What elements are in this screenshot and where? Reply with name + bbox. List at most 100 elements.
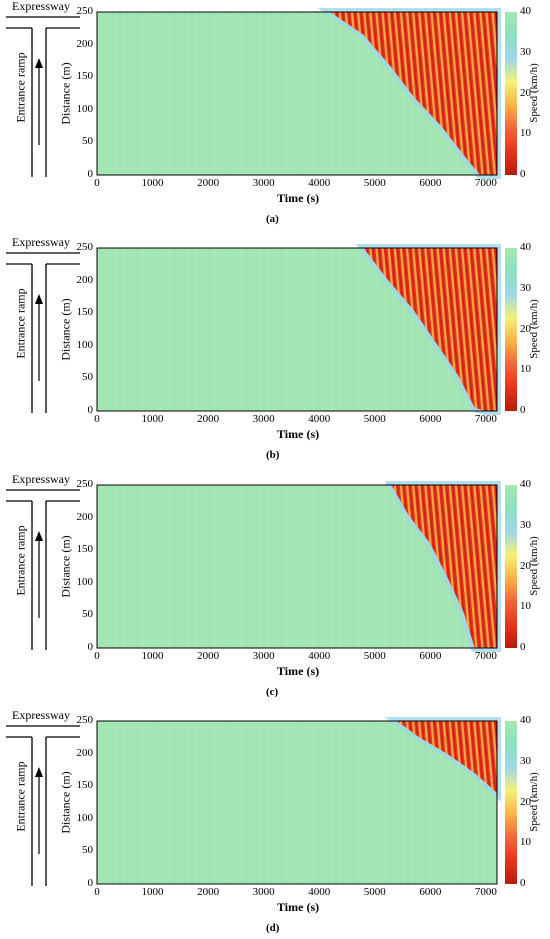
colorbar-tick-label: 10: [520, 836, 531, 849]
texture-stripe: [133, 248, 134, 411]
x-tick-label: 5000: [363, 413, 386, 425]
texture-stripe: [262, 485, 263, 648]
texture-stripe: [256, 485, 257, 648]
texture-stripe: [229, 248, 230, 411]
texture-stripe: [394, 485, 395, 648]
texture-stripe: [436, 721, 437, 884]
texture-stripe: [331, 721, 332, 884]
texture-stripe: [163, 485, 164, 648]
texture-stripe: [322, 12, 323, 175]
texture-stripe: [481, 721, 482, 884]
texture-stripe: [274, 12, 275, 175]
texture-stripe: [103, 721, 104, 884]
texture-stripe: [118, 248, 119, 411]
texture-stripe: [415, 248, 416, 411]
texture-stripe: [328, 721, 329, 884]
texture-stripe: [130, 485, 131, 648]
texture-stripe: [217, 12, 218, 175]
texture-stripe: [151, 248, 152, 411]
texture-stripe: [127, 721, 128, 884]
y-tick-label: 0: [87, 404, 94, 416]
texture-stripe: [253, 12, 254, 175]
y-axis-label: Distance (m): [58, 62, 73, 125]
texture-stripe: [187, 721, 188, 884]
texture-stripe: [223, 12, 224, 175]
texture-stripe: [406, 721, 407, 884]
texture-stripe: [316, 485, 317, 648]
texture-stripe: [136, 12, 137, 175]
texture-stripe: [364, 721, 365, 884]
texture-stripe: [352, 12, 353, 175]
plot-frame: [96, 247, 498, 412]
stop-go-wave: [460, 721, 478, 793]
texture-stripe: [301, 248, 302, 411]
texture-stripe: [154, 12, 155, 175]
texture-stripe: [478, 721, 479, 884]
x-tick-label: 5000: [363, 650, 386, 662]
texture-stripe: [145, 248, 146, 411]
texture-stripe: [157, 248, 158, 411]
colorbar-tick-label: 10: [520, 363, 531, 376]
texture-stripe: [160, 485, 161, 648]
x-tick-label: 0: [94, 177, 100, 189]
texture-stripe: [463, 721, 464, 884]
texture-stripe: [280, 248, 281, 411]
texture-stripe: [337, 12, 338, 175]
texture-stripe: [121, 485, 122, 648]
texture-stripe: [172, 721, 173, 884]
texture-stripe: [139, 12, 140, 175]
texture-stripe: [112, 248, 113, 411]
texture-stripe: [283, 248, 284, 411]
texture-stripe: [166, 12, 167, 175]
texture-stripe: [352, 248, 353, 411]
texture-stripe: [112, 721, 113, 884]
texture-stripe: [475, 721, 476, 884]
texture-stripe: [160, 721, 161, 884]
texture-stripe: [415, 721, 416, 884]
texture-stripe: [214, 248, 215, 411]
texture-stripe: [304, 721, 305, 884]
texture-stripe: [373, 721, 374, 884]
texture-stripe: [157, 485, 158, 648]
y-tick-label: 50: [82, 844, 93, 857]
texture-stripe: [112, 485, 113, 648]
texture-stripe: [211, 721, 212, 884]
panel-caption: (d): [266, 922, 280, 934]
texture-stripe: [268, 12, 269, 175]
texture-stripe: [208, 248, 209, 411]
texture-stripe: [229, 12, 230, 175]
x-axis-label: Time (s): [277, 900, 320, 914]
colorbar-tick-label: 30: [520, 45, 531, 58]
texture-stripe: [325, 12, 326, 175]
texture-stripe: [382, 721, 383, 884]
texture-stripe: [130, 248, 131, 411]
texture-stripe: [376, 12, 377, 175]
texture-stripe: [247, 721, 248, 884]
colorbar-label: Speed (km/h): [528, 535, 540, 596]
y-tick-label: 0: [87, 877, 94, 889]
plot-frame: [96, 11, 498, 176]
arrow-head-icon: [35, 767, 43, 777]
texture-stripe: [232, 248, 233, 411]
texture-stripe: [289, 12, 290, 175]
texture-stripe: [235, 248, 236, 411]
texture-stripe: [205, 485, 206, 648]
x-tick-label: 6000: [419, 650, 442, 662]
texture-stripe: [418, 485, 419, 648]
texture-stripe: [457, 721, 458, 884]
texture-stripe: [289, 721, 290, 884]
texture-stripe: [487, 721, 488, 884]
texture-stripe: [337, 485, 338, 648]
texture-stripe: [406, 485, 407, 648]
entrance-ramp-label: Entrance ramp: [13, 52, 28, 123]
texture-stripe: [298, 721, 299, 884]
texture-stripe: [421, 248, 422, 411]
stop-go-wave: [485, 12, 497, 175]
texture-stripe: [382, 12, 383, 175]
texture-stripe: [445, 721, 446, 884]
texture-stripe: [283, 485, 284, 648]
colorbar-tick-label: 0: [520, 404, 526, 416]
texture-stripe: [145, 485, 146, 648]
colorbar-tick-label: 40: [520, 5, 531, 17]
jam-wave: [439, 721, 456, 793]
